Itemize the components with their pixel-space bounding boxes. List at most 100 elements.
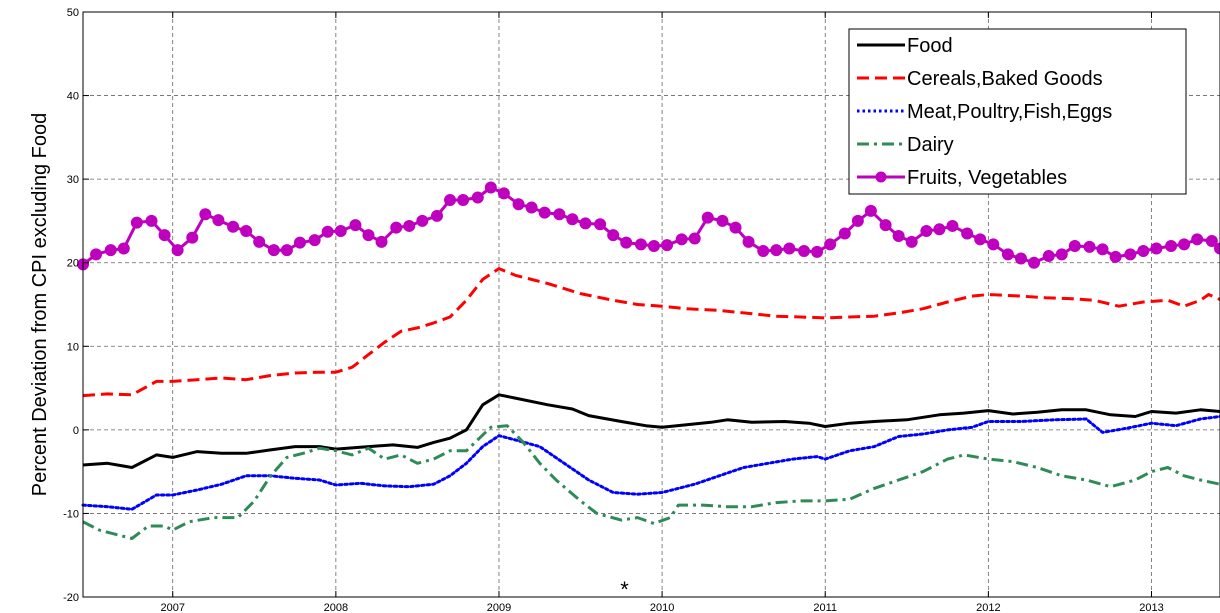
series-point-fruits-vegetables xyxy=(620,236,633,249)
series-point-fruits-vegetables xyxy=(553,208,566,221)
series-point-fruits-vegetables xyxy=(334,224,347,237)
series-point-fruits-vegetables xyxy=(1214,242,1220,255)
series-point-fruits-vegetables xyxy=(90,248,103,261)
series-point-fruits-vegetables xyxy=(864,204,877,217)
series-point-fruits-vegetables xyxy=(1191,233,1204,246)
series-point-fruits-vegetables xyxy=(321,225,334,238)
y-axis-label: Percent Deviation from CPI excluding Foo… xyxy=(29,113,51,497)
series-point-fruits-vegetables xyxy=(293,236,306,249)
series-point-fruits-vegetables xyxy=(566,213,579,226)
series-point-fruits-vegetables xyxy=(1055,248,1068,261)
y-tick-label: -20 xyxy=(63,592,79,604)
series-point-fruits-vegetables xyxy=(974,233,987,246)
series-line-food xyxy=(82,393,1220,469)
series-point-fruits-vegetables xyxy=(757,245,770,258)
series-point-fruits-vegetables xyxy=(1205,234,1218,247)
legend-label-meat-poultry-fish-eggs: Meat,Poultry,Fish,Eggs xyxy=(907,101,1112,123)
series-line-meat-poultry-fish-eggs xyxy=(81,415,1220,511)
x-tick-label: 2013 xyxy=(1139,602,1163,613)
y-tick-label: 30 xyxy=(67,174,79,186)
series-point-fruits-vegetables xyxy=(349,219,362,232)
series-point-fruits-vegetables xyxy=(1042,250,1055,263)
x-tick-label: 2011 xyxy=(813,602,837,613)
series-point-fruits-vegetables xyxy=(838,227,851,240)
series-point-fruits-vegetables xyxy=(607,229,620,242)
series-point-fruits-vegetables xyxy=(1124,248,1137,261)
series-point-fruits-vegetables xyxy=(375,235,388,248)
series-point-fruits-vegetables xyxy=(1096,243,1109,256)
series-point-fruits-vegetables xyxy=(267,244,280,257)
axis-ticks: 2007 2008 2009 2010 2011 2012 2013 -20 -10 0 10 20 3… xyxy=(63,7,1164,613)
series-point-fruits-vegetables xyxy=(212,214,225,227)
series-point-fruits-vegetables xyxy=(1150,242,1163,255)
series-point-fruits-vegetables xyxy=(701,211,714,224)
series-point-fruits-vegetables xyxy=(647,240,660,252)
series-point-fruits-vegetables xyxy=(497,187,510,200)
legend-label-fruits-vegetables: Fruits, Vegetables xyxy=(907,167,1067,189)
series-point-fruits-vegetables xyxy=(905,235,918,248)
series-point-fruits-vegetables xyxy=(660,239,673,252)
series-point-fruits-vegetables xyxy=(227,220,240,233)
series-point-fruits-vegetables xyxy=(240,224,253,237)
series-point-fruits-vegetables xyxy=(1137,245,1150,258)
series-point-fruits-vegetables xyxy=(933,223,946,236)
series-point-fruits-vegetables xyxy=(390,221,403,234)
series-point-fruits-vegetables xyxy=(729,221,742,234)
legend-box xyxy=(848,28,1187,195)
series-line-cereals-baked-goods xyxy=(82,267,1220,398)
legend-label-cereals-baked-goods: Cereals,Baked Goods xyxy=(907,68,1103,90)
y-tick-label: 0 xyxy=(73,425,79,437)
y-tick-label: -10 xyxy=(63,508,79,520)
series-point-fruits-vegetables xyxy=(851,214,864,227)
series-point-fruits-vegetables xyxy=(742,235,755,248)
plot-area-frame xyxy=(82,11,1220,598)
series-point-fruits-vegetables xyxy=(824,238,837,251)
y-tick-label: 40 xyxy=(67,91,79,103)
series-point-fruits-vegetables xyxy=(1178,238,1191,251)
series-point-fruits-vegetables xyxy=(403,219,416,232)
series-point-fruits-vegetables xyxy=(130,216,143,229)
series-point-fruits-vegetables xyxy=(961,227,974,240)
series-point-fruits-vegetables xyxy=(920,224,933,237)
x-tick-label: 2007 xyxy=(160,602,184,613)
series-point-fruits-vegetables xyxy=(879,219,892,232)
series-point-fruits-vegetables xyxy=(538,206,551,219)
series-point-fruits-vegetables xyxy=(1028,256,1041,269)
series-point-fruits-vegetables xyxy=(416,214,429,227)
legend-label-dairy: Dairy xyxy=(907,134,954,156)
series-point-fruits-vegetables xyxy=(117,242,130,255)
series-point-fruits-vegetables xyxy=(946,219,959,232)
series-point-fruits-vegetables xyxy=(1109,250,1122,263)
legend-marker-fruits-vegetables xyxy=(875,171,887,183)
y-tick-label: 50 xyxy=(67,7,79,19)
series-point-fruits-vegetables xyxy=(362,229,375,242)
series-point-fruits-vegetables xyxy=(471,191,484,204)
series-point-fruits-vegetables xyxy=(158,229,171,242)
series-point-fruits-vegetables xyxy=(634,238,647,251)
series-point-fruits-vegetables xyxy=(594,218,607,231)
series-point-fruits-vegetables xyxy=(1001,248,1014,261)
series-point-fruits-vegetables xyxy=(199,208,212,221)
series-point-fruits-vegetables xyxy=(186,231,199,244)
series-point-fruits-vegetables xyxy=(104,244,117,257)
x-tick-label: 2010 xyxy=(650,602,674,613)
series-point-fruits-vegetables xyxy=(280,244,293,257)
x-tick-label: 2008 xyxy=(324,602,348,613)
series-point-fruits-vegetables xyxy=(798,245,811,258)
annotation-asterisk: * xyxy=(620,577,629,602)
series-point-fruits-vegetables xyxy=(716,214,729,227)
x-tick-label: 2012 xyxy=(976,602,1000,613)
series-point-fruits-vegetables xyxy=(675,233,688,246)
series-point-fruits-vegetables xyxy=(811,245,824,258)
y-tick-label: 20 xyxy=(67,258,79,270)
series-point-fruits-vegetables xyxy=(457,194,470,207)
legend: Food Cereals,Baked Goods Meat,Poultry,Fish… xyxy=(848,28,1187,195)
series-point-fruits-vegetables xyxy=(253,235,266,248)
x-tick-label: 2009 xyxy=(487,602,511,613)
series-point-fruits-vegetables xyxy=(1014,252,1027,265)
series-point-fruits-vegetables xyxy=(444,194,457,207)
legend-label-food: Food xyxy=(907,35,953,57)
series-point-fruits-vegetables xyxy=(145,214,158,227)
series-point-fruits-vegetables xyxy=(484,181,497,194)
